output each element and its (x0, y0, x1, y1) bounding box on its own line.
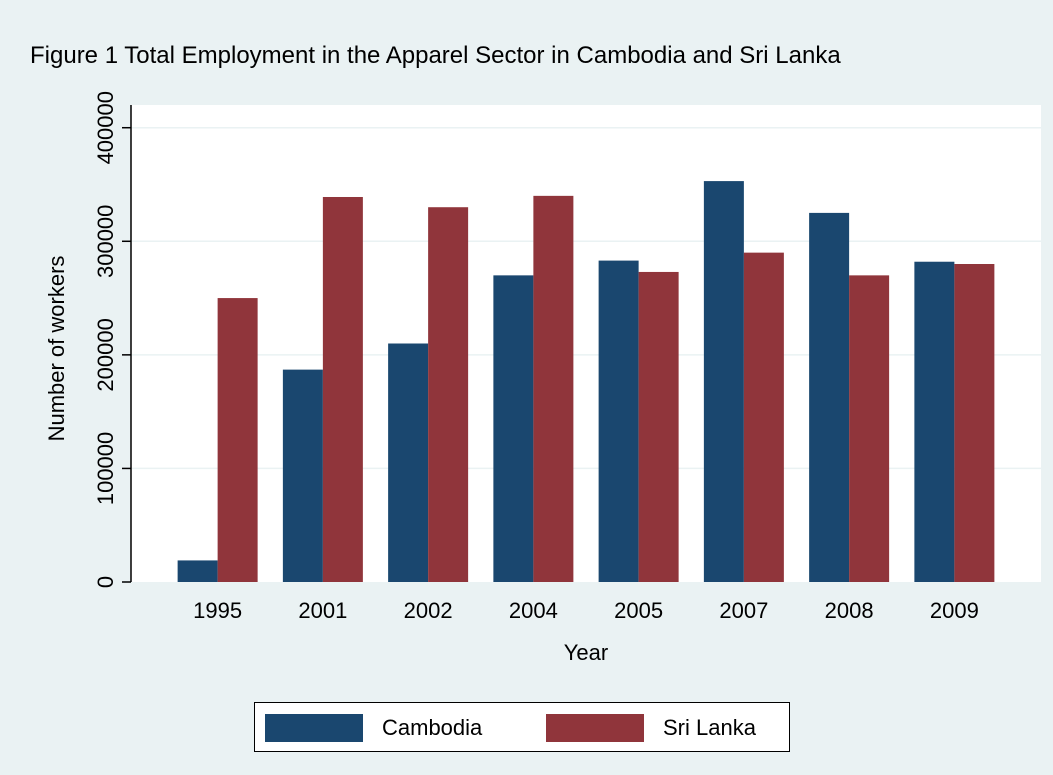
bar-sri-lanka-2009 (954, 264, 995, 582)
legend-swatch-cambodia (265, 714, 363, 742)
x-tick-label: 2008 (825, 598, 874, 623)
bar-sri-lanka-2005 (638, 271, 679, 582)
grid-lines (131, 126, 1041, 470)
y-tick-label: 200000 (93, 318, 118, 391)
bars (177, 181, 995, 583)
bar-cambodia-2001 (282, 369, 323, 582)
bar-cambodia-2008 (809, 212, 850, 582)
y-tick-label: 400000 (93, 91, 118, 164)
bar-cambodia-2004 (493, 275, 534, 582)
x-tick-label: 2002 (404, 598, 453, 623)
y-tick-label: 300000 (93, 205, 118, 278)
bar-cambodia-2002 (388, 343, 429, 582)
x-tick-label: 2009 (930, 598, 979, 623)
x-tick-label: 2007 (719, 598, 768, 623)
chart-title: Figure 1 Total Employment in the Apparel… (30, 42, 841, 69)
bar-cambodia-2009 (914, 261, 955, 582)
bar-sri-lanka-2007 (743, 252, 784, 582)
bar-cambodia-1995 (177, 560, 218, 582)
x-tick-label: 2005 (614, 598, 663, 623)
y-tick-labels: 0 100000 200000 300000 400000 (93, 91, 131, 588)
bar-sri-lanka-2001 (322, 196, 363, 582)
x-tick-label: 1995 (193, 598, 242, 623)
legend-label-sri-lanka: Sri Lanka (663, 715, 756, 740)
x-axis-title: Year (564, 640, 608, 665)
legend-label-cambodia: Cambodia (382, 715, 483, 740)
bar-cambodia-2007 (703, 181, 744, 583)
bar-sri-lanka-1995 (217, 298, 258, 582)
legend-swatch-sri-lanka (546, 714, 644, 742)
x-tick-labels: 1995 2001 2002 2004 2005 2007 2008 2009 (193, 598, 979, 623)
plot-area (131, 105, 1041, 582)
bar-sri-lanka-2008 (849, 275, 890, 582)
bar-cambodia-2005 (598, 260, 639, 582)
x-tick-label: 2001 (298, 598, 347, 623)
bar-sri-lanka-2002 (428, 207, 469, 582)
y-tick-label: 100000 (93, 432, 118, 505)
bar-sri-lanka-2004 (533, 195, 574, 582)
y-tick-label: 0 (93, 576, 118, 588)
legend: Cambodia Sri Lanka (254, 702, 790, 752)
x-tick-label: 2004 (509, 598, 558, 623)
y-axis-title: Number of workers (44, 256, 69, 442)
